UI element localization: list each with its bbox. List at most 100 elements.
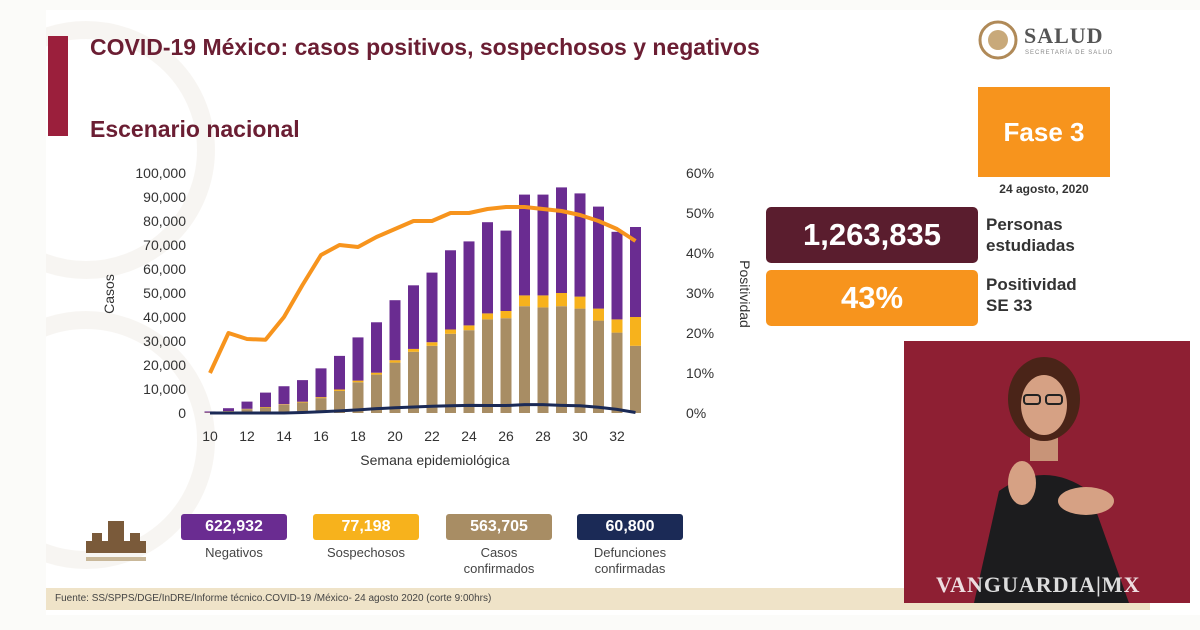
defunciones-value: 60,800 [577,514,683,540]
positivity-label-line1: Positividad [986,275,1077,294]
y-tick-label: 80,000 [143,213,186,229]
confirmados-label: Casos confirmados [446,545,552,577]
bar-segment [463,330,475,413]
positivity-value: 43% [766,270,978,326]
defunciones-label-line1: Defunciones [593,545,667,560]
bar-segment [574,296,586,309]
x-tick-label: 10 [202,428,218,444]
studied-label-line2: estudiadas [986,236,1075,255]
positivity-label: Positividad SE 33 [986,274,1077,316]
monument-icon [86,521,146,561]
bar-segment [574,193,586,297]
y-axis-label: Casos [101,274,117,314]
interpreter-figure [904,341,1190,603]
bar-segment [611,319,623,333]
bar-segment [426,345,438,413]
bar-segment [408,285,419,349]
y2-tick-label: 20% [686,325,714,341]
bar-segment [426,272,438,343]
bar-segment [463,241,475,326]
bar-segment [389,300,401,361]
positivity-line [208,205,637,374]
bar-segment [611,332,623,413]
bar-segment [371,322,382,373]
vanguardia-watermark-suffix: MX [1101,572,1141,597]
bar-segment [519,194,530,296]
y2-axis-label: Positividad [737,260,753,328]
y2-tick-label: 30% [686,285,714,301]
positivity-label-line2: SE 33 [986,296,1033,315]
bar-segment [315,368,327,398]
x-tick-label: 22 [424,428,440,444]
bar-segment [574,308,586,413]
bar-segment [315,398,327,413]
salud-logo: SALUD SECRETARÍA DE SALUD [978,20,1128,66]
bar-segment [334,389,345,391]
logo-name: SALUD [1024,23,1104,48]
page-subtitle: Escenario nacional [90,116,300,142]
bar-segment [278,404,290,413]
bar-segment [482,313,493,320]
x-tick-label: 32 [609,428,625,444]
bar-segment [371,372,382,375]
bar-segment [630,227,641,317]
bar-segment [278,404,290,405]
bar-segment [260,407,271,413]
x-tick-label: 18 [350,428,366,444]
source-text: Fuente: SS/SPPS/DGE/InDRE/Informe técnic… [55,593,492,604]
bar-segment [500,311,512,319]
bar-segment [445,250,456,330]
bar-segment [241,401,253,409]
bar-segment [611,231,623,320]
bar-segment [334,390,345,413]
bar-segment [278,386,290,405]
title-accent-bar [48,36,68,136]
x-tick-label: 24 [461,428,477,444]
bar-segment [352,380,364,383]
bar-segment [593,308,604,321]
confirmados-label-line2: confirmados [463,561,535,576]
legend-negativos: 622,932 Negativos [181,514,287,561]
x-tick-label: 26 [498,428,514,444]
y2-tick-label: 60% [686,165,714,181]
x-tick-label: 16 [313,428,329,444]
legend-confirmados: 563,705 Casos confirmados [446,514,552,577]
y2-tick-label: 10% [686,365,714,381]
bar-segment [500,318,512,413]
y-tick-label: 60,000 [143,261,186,277]
cases-chart: 0 10,000 20,000 30,000 40,000 50,000 60,000 70,… [101,165,753,468]
bar-segment [537,295,549,308]
bar-segment [556,306,567,413]
y-tick-label: 90,000 [143,189,186,205]
bar-segment [408,348,419,352]
bar-segment [297,401,308,403]
bar-segment [389,360,401,363]
y-tick-label: 0 [178,405,186,421]
studied-count: 1,263,835 [766,207,978,263]
confirmados-label-line1: Casos [480,545,518,560]
y-tick-label: 10,000 [143,381,186,397]
bar-segment [519,295,530,307]
x-tick-label: 20 [387,428,403,444]
y-tick-label: 100,000 [135,165,186,181]
logo-subtitle: SECRETARÍA DE SALUD [1025,50,1114,56]
bar-segment [334,355,345,390]
defunciones-label-line2: confirmadas [594,561,666,576]
vanguardia-watermark-text: VANGUARDIA [936,572,1096,597]
bar-segment [556,293,567,307]
phase-badge: Fase 3 [978,87,1110,177]
seal-icon [978,20,1018,60]
y-tick-label: 50,000 [143,285,186,301]
x-tick-label: 28 [535,428,551,444]
interpreter-video [904,341,1190,603]
defunciones-label: Defunciones confirmadas [577,545,683,577]
bar-segment [593,206,604,309]
bar-segment [556,187,567,293]
page-title: COVID-19 México: casos positivos, sospec… [90,34,760,60]
bar-segment [630,345,641,413]
studied-label-line1: Personas [986,215,1063,234]
bar-segment [630,317,641,346]
y-tick-label: 40,000 [143,309,186,325]
bar-segment [445,333,456,413]
bar-segment [389,362,401,413]
